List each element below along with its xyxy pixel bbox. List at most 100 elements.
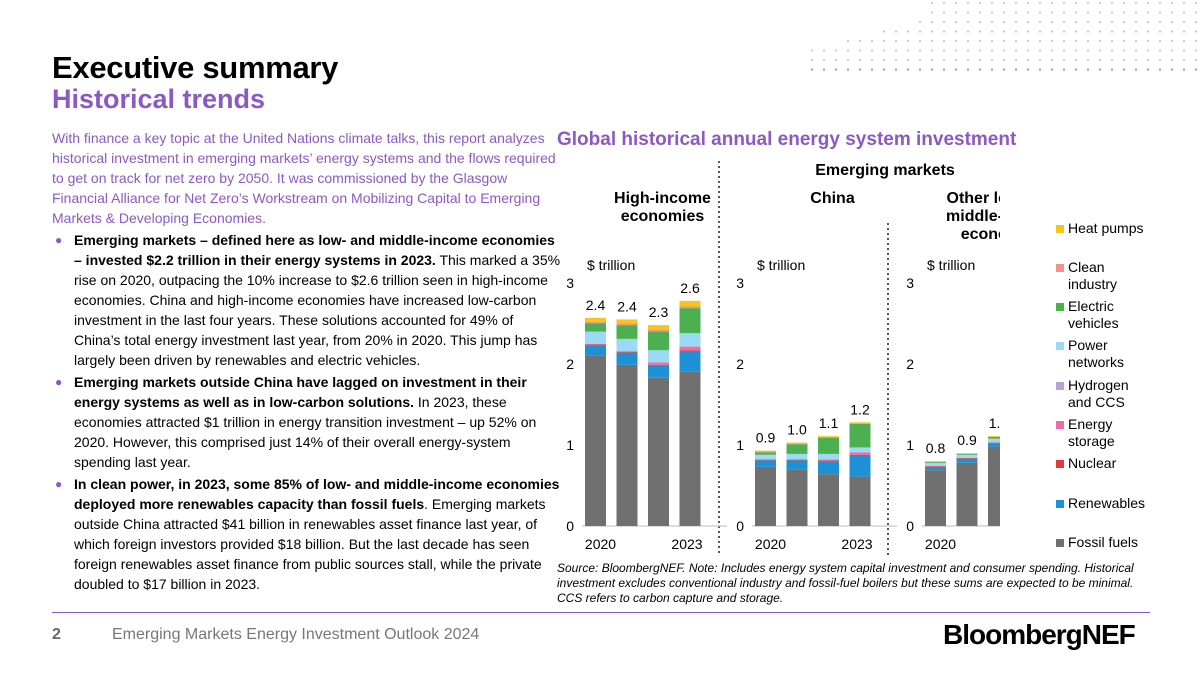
bar-segment-nuclear bbox=[786, 459, 808, 461]
bar-segment-renewables bbox=[679, 351, 701, 372]
decorative-dot bbox=[954, 39, 958, 43]
decorative-dot bbox=[1182, 49, 1186, 52]
decorative-dot bbox=[978, 49, 982, 52]
decorative-dot bbox=[1146, 39, 1150, 43]
group-label-emerging-markets: Emerging markets bbox=[815, 162, 955, 179]
decorative-dot bbox=[1050, 58, 1054, 62]
decorative-dot bbox=[846, 58, 850, 62]
bar-total-label: 2.4 bbox=[586, 297, 606, 313]
decorative-dot bbox=[990, 20, 994, 24]
decorative-dot bbox=[1050, 30, 1054, 33]
decorative-dot bbox=[1074, 30, 1078, 33]
bar-segment-heat-pumps bbox=[956, 453, 978, 454]
decorative-dot bbox=[1110, 20, 1114, 24]
decorative-dot bbox=[1098, 30, 1102, 33]
decorative-dot bbox=[1050, 39, 1054, 43]
decorative-dot bbox=[1122, 58, 1126, 62]
decorative-dot bbox=[1134, 30, 1138, 33]
decorative-dot bbox=[1002, 68, 1006, 71]
bar-segment-renewables bbox=[755, 460, 776, 467]
decorative-dot bbox=[822, 58, 826, 62]
legend-label: Nuclear bbox=[1068, 455, 1117, 471]
panel-title: economies bbox=[961, 226, 1000, 243]
decorative-dot bbox=[978, 58, 982, 62]
legend-label: Hydrogen and CCS bbox=[1068, 377, 1129, 410]
decorative-dot bbox=[942, 68, 946, 71]
bar-segment-nuclear bbox=[925, 466, 946, 467]
decorative-dot bbox=[1026, 20, 1030, 24]
decorative-dot bbox=[1158, 49, 1162, 52]
decorative-dot bbox=[1062, 11, 1066, 14]
decorative-dot bbox=[1050, 20, 1054, 24]
decorative-dot bbox=[1122, 30, 1126, 33]
bar-segment-power-networks bbox=[679, 333, 701, 347]
bar-segment-electric-vehicles bbox=[956, 453, 978, 455]
bar-segment-nuclear bbox=[849, 454, 871, 456]
y-tick-label: 2 bbox=[736, 356, 744, 372]
key-findings-list: ● Emerging markets – defined here as low-… bbox=[52, 230, 562, 596]
decorative-dot bbox=[1182, 30, 1186, 33]
bar-segment-heat-pumps bbox=[616, 319, 638, 324]
bar-segment-electric-vehicles bbox=[849, 423, 871, 448]
decorative-dot bbox=[858, 58, 862, 62]
decorative-dot bbox=[1062, 49, 1066, 52]
bar-total-label: 2.6 bbox=[680, 280, 700, 296]
bar-segment-clean-industry bbox=[849, 423, 871, 424]
decorative-dot bbox=[858, 49, 862, 52]
bar-segment-renewables bbox=[585, 345, 606, 356]
decorative-dot bbox=[1182, 68, 1186, 71]
bar-segment-clean-industry bbox=[818, 436, 839, 438]
legend-swatch bbox=[1056, 460, 1064, 468]
decorative-dot bbox=[822, 49, 826, 52]
decorative-dot bbox=[810, 58, 814, 62]
decorative-dot bbox=[1146, 49, 1150, 52]
bar-segment-nuclear bbox=[616, 351, 638, 353]
decorative-dot bbox=[966, 30, 970, 33]
decorative-dot bbox=[1122, 49, 1126, 52]
decorative-dot bbox=[1158, 68, 1162, 71]
bar-segment-power-networks bbox=[648, 350, 669, 363]
decorative-dot bbox=[1002, 39, 1006, 43]
decorative-dot bbox=[942, 1, 946, 5]
y-tick-label: 0 bbox=[566, 518, 574, 534]
decorative-dot bbox=[942, 30, 946, 33]
decorative-dot bbox=[1038, 58, 1042, 62]
decorative-dot bbox=[1014, 68, 1018, 71]
decorative-dot bbox=[882, 68, 886, 71]
bullet-text: . Emerging markets outside China attract… bbox=[74, 496, 546, 592]
decorative-dot bbox=[1074, 58, 1078, 62]
decorative-dot bbox=[1062, 58, 1066, 62]
decorative-dot bbox=[978, 39, 982, 43]
decorative-dot bbox=[966, 20, 970, 24]
bar-segment-fossil-fuels bbox=[585, 355, 606, 526]
decorative-dot bbox=[858, 39, 862, 43]
decorative-dot bbox=[1038, 39, 1042, 43]
decorative-dot bbox=[978, 11, 982, 14]
decorative-dot bbox=[930, 30, 934, 33]
bar-segment-electric-vehicles bbox=[679, 308, 701, 334]
decorative-dot bbox=[966, 68, 970, 71]
bar-segment-heat-pumps bbox=[679, 300, 701, 307]
bar-segment-electric-vehicles bbox=[585, 323, 606, 332]
decorative-dot bbox=[1026, 11, 1030, 14]
decorative-dot bbox=[930, 58, 934, 62]
legend-swatch bbox=[1056, 303, 1064, 311]
decorative-dot bbox=[1146, 1, 1150, 5]
decorative-dot bbox=[1158, 20, 1162, 24]
decorative-dot bbox=[1038, 49, 1042, 52]
report-title: Emerging Markets Energy Investment Outlo… bbox=[112, 626, 480, 643]
decorative-dot bbox=[1170, 58, 1174, 62]
decorative-dot bbox=[894, 49, 898, 52]
bar-segment-power-networks bbox=[616, 338, 638, 352]
bar-segment-renewables bbox=[849, 455, 871, 477]
bar-segment-power-networks bbox=[755, 454, 776, 460]
decorative-dot bbox=[810, 49, 814, 52]
decorative-dot bbox=[1098, 49, 1102, 52]
legend-swatch bbox=[1056, 342, 1064, 350]
chart-source-note: Source: BloombergNEF. Note: Includes ene… bbox=[557, 561, 1134, 605]
y-tick-label: 3 bbox=[566, 275, 574, 291]
decorative-dot bbox=[978, 68, 982, 71]
bar-segment-nuclear bbox=[585, 344, 606, 346]
bar-segment-clean-industry bbox=[786, 443, 808, 445]
legend-swatch bbox=[1056, 382, 1064, 390]
